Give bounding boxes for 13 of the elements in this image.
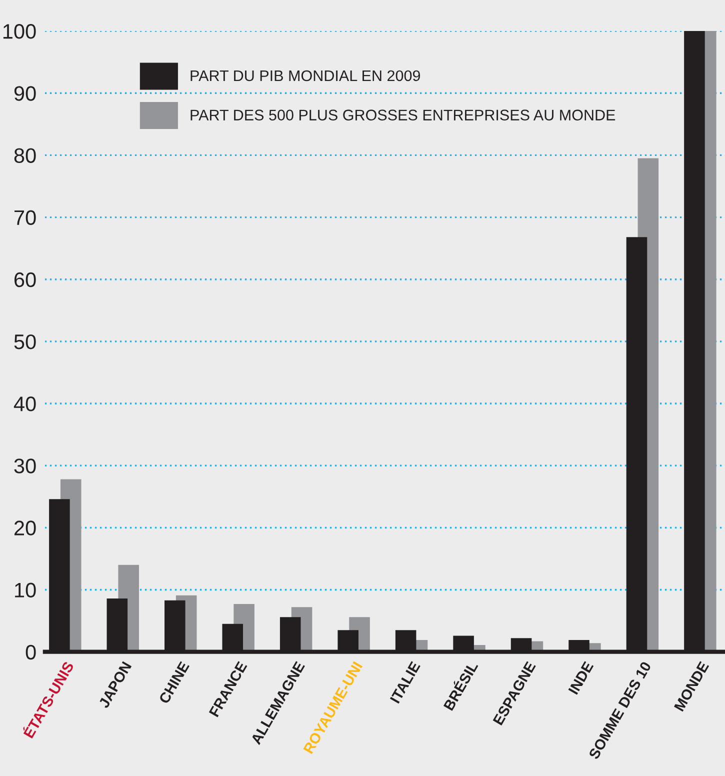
y-tick-label: 50 [14,334,36,350]
y-tick-label: 100 [3,24,36,39]
y-tick-label: 20 [14,520,36,536]
y-tick-label: 70 [14,210,36,226]
y-tick-label: 80 [14,148,36,163]
y-tick-label: 60 [14,272,36,288]
y-tick-label: 40 [14,396,36,412]
y-tick-label: 10 [15,582,36,598]
y-tick-label: 90 [14,86,36,101]
legend-label: PART DU PIB MONDIAL EN 2009 [190,70,420,82]
y-tick-label: 30 [14,458,36,474]
y-tick-label: 0 [26,644,36,660]
legend-label: PART DES 500 PLUS GROSSES ENTREPRISES AU MONDE [190,110,616,120]
